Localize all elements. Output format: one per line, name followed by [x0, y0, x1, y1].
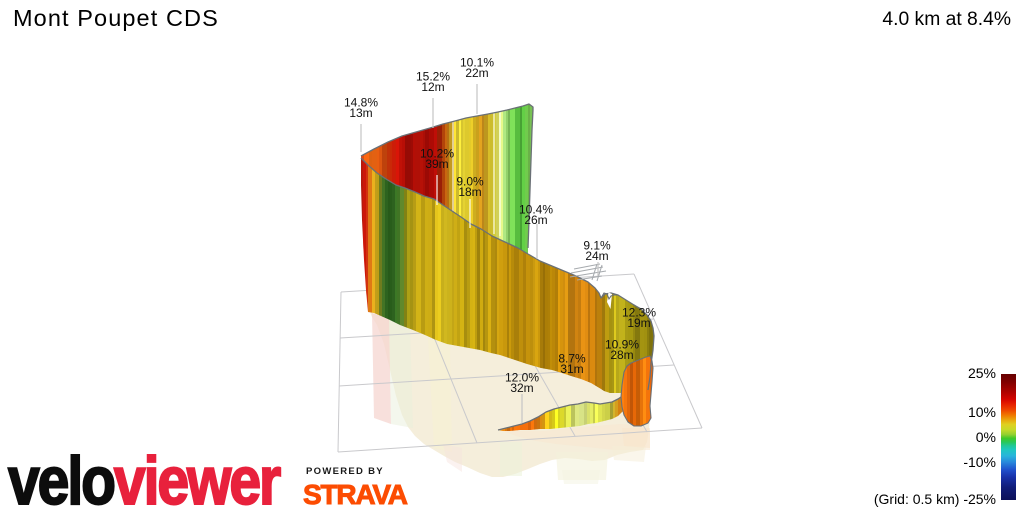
svg-text:8.7%: 8.7% — [558, 351, 586, 365]
svg-text:28m: 28m — [610, 348, 633, 362]
svg-text:26m: 26m — [524, 213, 547, 227]
svg-text:9.1%: 9.1% — [583, 238, 611, 252]
svg-text:15.2%: 15.2% — [416, 69, 450, 83]
svg-text:12m: 12m — [421, 80, 444, 94]
svg-text:10.1%: 10.1% — [460, 55, 494, 69]
svg-text:14.8%: 14.8% — [344, 95, 378, 109]
svg-text:18m: 18m — [458, 185, 481, 199]
svg-text:31m: 31m — [560, 362, 583, 376]
svg-text:24m: 24m — [585, 249, 608, 263]
svg-text:39m: 39m — [425, 157, 448, 171]
svg-text:12.3%: 12.3% — [622, 305, 656, 319]
svg-text:10.4%: 10.4% — [519, 202, 553, 216]
svg-text:9.0%: 9.0% — [456, 174, 484, 188]
svg-text:10.9%: 10.9% — [605, 337, 639, 351]
svg-text:22m: 22m — [465, 66, 488, 80]
svg-text:12.0%: 12.0% — [505, 370, 539, 384]
svg-text:32m: 32m — [510, 381, 533, 395]
svg-text:10.2%: 10.2% — [420, 146, 454, 160]
svg-text:13m: 13m — [349, 106, 372, 120]
svg-text:19m: 19m — [627, 316, 650, 330]
